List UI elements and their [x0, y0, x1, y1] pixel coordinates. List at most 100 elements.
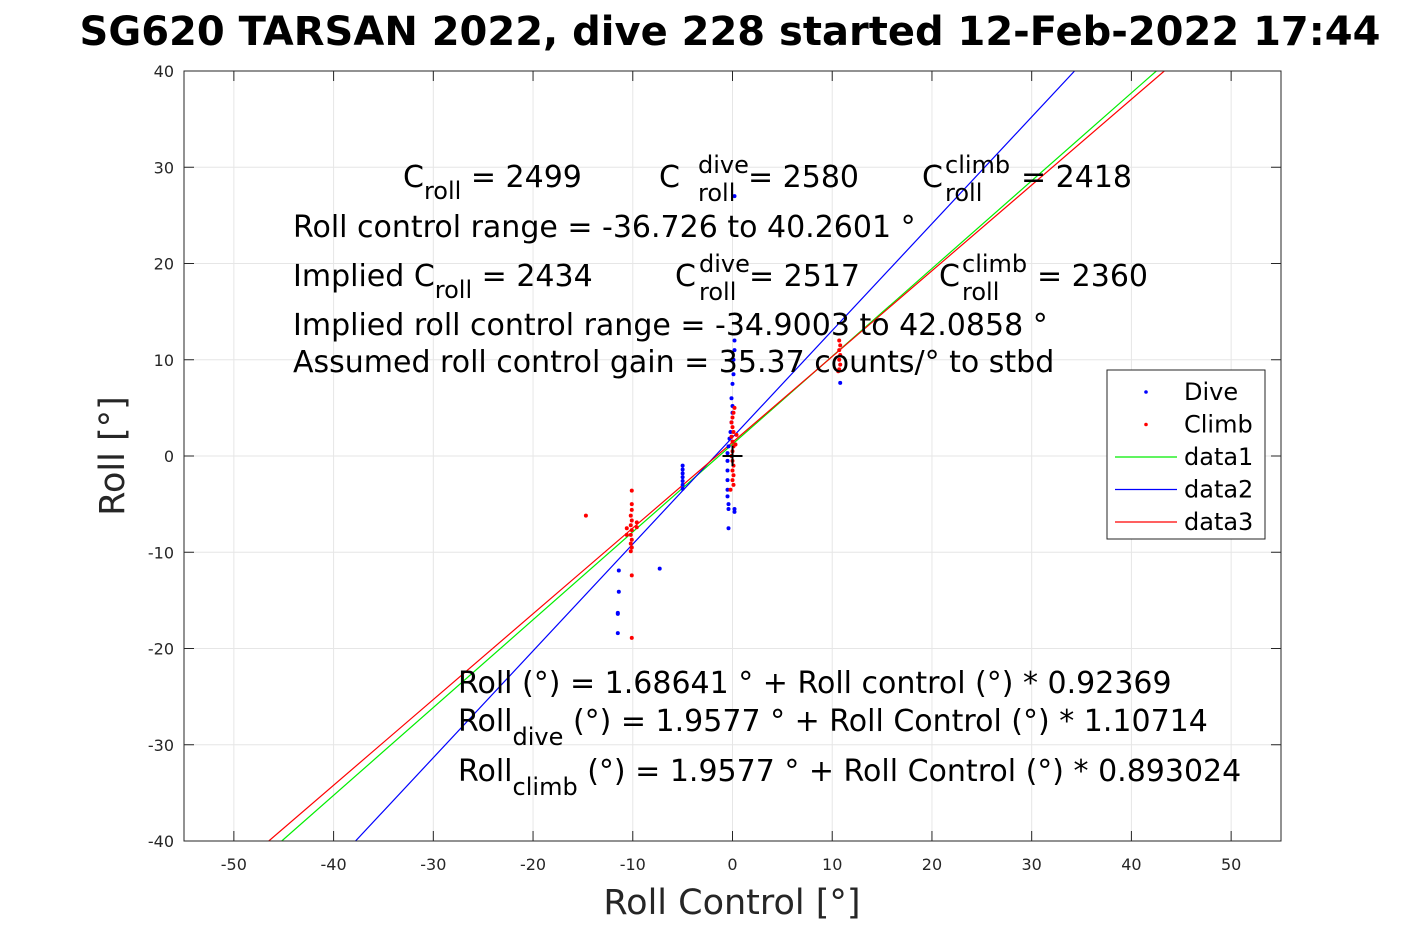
- climb-point: [629, 528, 634, 533]
- dive-point: [616, 589, 621, 594]
- legend-swatch-Dive: [1144, 390, 1148, 394]
- legend-swatch-Climb: [1144, 422, 1148, 427]
- y-tick-label: 40: [154, 62, 174, 81]
- climb-point: [731, 410, 736, 415]
- y-tick-label: -30: [148, 736, 174, 755]
- climb-point: [628, 541, 633, 546]
- climb-point: [629, 573, 634, 578]
- c-roll-annotation: Croll = 2499: [403, 160, 582, 205]
- c-climb-value: = 2418: [1021, 160, 1132, 195]
- dive-point: [732, 348, 737, 353]
- dive-point: [726, 526, 731, 531]
- dive-point: [732, 509, 737, 514]
- climb-point: [730, 425, 735, 430]
- dive-point: [615, 631, 620, 636]
- dive-point: [725, 494, 730, 499]
- y-tick-label: 10: [154, 351, 174, 370]
- dive-point: [728, 429, 733, 434]
- coefficient-annotations: Croll = 2499 C dive roll = 2580 C climb …: [293, 151, 1148, 380]
- climb-point: [629, 635, 634, 640]
- y-tick-label: -10: [148, 543, 174, 562]
- dive-point: [838, 380, 843, 385]
- y-tick-label: 20: [154, 255, 174, 274]
- dive-point: [726, 444, 731, 449]
- c-climb-sub: roll: [945, 179, 982, 207]
- climb-point: [729, 420, 734, 425]
- x-tick-label: 10: [822, 855, 842, 874]
- dive-point: [725, 487, 730, 492]
- y-axis-label: Roll [°]: [93, 396, 133, 516]
- implied-c-dive-annotation: C: [675, 259, 696, 294]
- dive-point: [730, 381, 735, 386]
- implied-c-climb-sup: climb: [962, 250, 1027, 278]
- x-tick-label: -40: [321, 855, 347, 874]
- chart-title: SG620 TARSAN 2022, dive 228 started 12-F…: [80, 9, 1381, 55]
- axis-ticks: -50 -40 -30 -20 -10 0 10 20 30 40 50 -40 -30 -20 -10 0 1…: [148, 62, 1281, 874]
- dive-point: [726, 502, 731, 507]
- x-tick-label: 20: [922, 855, 942, 874]
- fit-lines: [268, 71, 1165, 841]
- c-climb-annotation: C: [922, 160, 943, 195]
- climb-point: [838, 352, 843, 357]
- x-tick-label: -30: [420, 855, 446, 874]
- y-tick-label: -20: [148, 640, 174, 659]
- dive-point: [680, 479, 685, 484]
- climb-point: [731, 482, 736, 487]
- dive-point: [657, 566, 662, 571]
- climb-point: [629, 502, 634, 507]
- climb-point: [634, 525, 639, 530]
- x-axis-label: Roll Control [°]: [603, 883, 860, 923]
- legend-label-data2: data2: [1184, 476, 1253, 504]
- climb-point: [838, 362, 843, 367]
- dive-point: [731, 357, 736, 362]
- roll-range-annotation: Roll control range = -36.726 to 40.2601 …: [293, 210, 916, 245]
- y-tick-label: 0: [164, 447, 174, 466]
- c-dive-value: = 2580: [748, 160, 859, 195]
- dive-point: [725, 468, 730, 473]
- fit-line-data3: [268, 71, 1165, 841]
- x-tick-label: 30: [1022, 855, 1042, 874]
- dive-point: [615, 611, 620, 616]
- legend-label-data3: data3: [1184, 508, 1253, 536]
- dive-point: [726, 506, 731, 511]
- x-tick-label: -50: [221, 855, 247, 874]
- climb-point: [837, 348, 842, 353]
- dive-point: [725, 451, 730, 456]
- dive-point: [725, 478, 730, 483]
- implied-c-dive-sup: dive: [699, 250, 750, 278]
- climb-point: [732, 405, 737, 410]
- legend-label-Dive: Dive: [1184, 378, 1238, 406]
- dive-point: [725, 458, 730, 463]
- x-tick-label: 50: [1221, 855, 1241, 874]
- y-tick-label: 30: [154, 158, 174, 177]
- dive-point: [680, 471, 685, 476]
- c-dive-sup: dive: [698, 151, 749, 179]
- dive-point: [732, 506, 737, 511]
- climb-point: [629, 488, 634, 493]
- climb-point: [634, 520, 639, 525]
- climb-point: [628, 532, 633, 537]
- fit-climb-equation: Rollclimb (°) = 1.9577 ° + Roll Control …: [458, 754, 1241, 801]
- x-tick-label: 0: [727, 855, 737, 874]
- climb-point: [628, 549, 633, 554]
- climb-point: [629, 545, 634, 550]
- climb-point: [836, 369, 841, 374]
- dive-point: [731, 372, 736, 377]
- legend: Dive Climb data1 data2 data3: [1106, 369, 1266, 540]
- climb-point: [628, 523, 633, 528]
- climb-point: [629, 507, 634, 512]
- x-tick-label: 40: [1121, 855, 1141, 874]
- climb-point: [733, 442, 738, 447]
- climb-point: [624, 526, 629, 531]
- dive-point: [680, 467, 685, 472]
- dive-point: [680, 475, 685, 480]
- climb-point: [734, 432, 739, 437]
- legend-label-Climb: Climb: [1184, 411, 1253, 439]
- climb-point: [730, 478, 735, 483]
- legend-label-data1: data1: [1184, 443, 1253, 471]
- climb-point: [837, 338, 842, 343]
- dive-point: [729, 396, 734, 401]
- x-tick-label: -10: [620, 855, 646, 874]
- origin-marker: [722, 446, 743, 466]
- climb-point: [838, 343, 843, 348]
